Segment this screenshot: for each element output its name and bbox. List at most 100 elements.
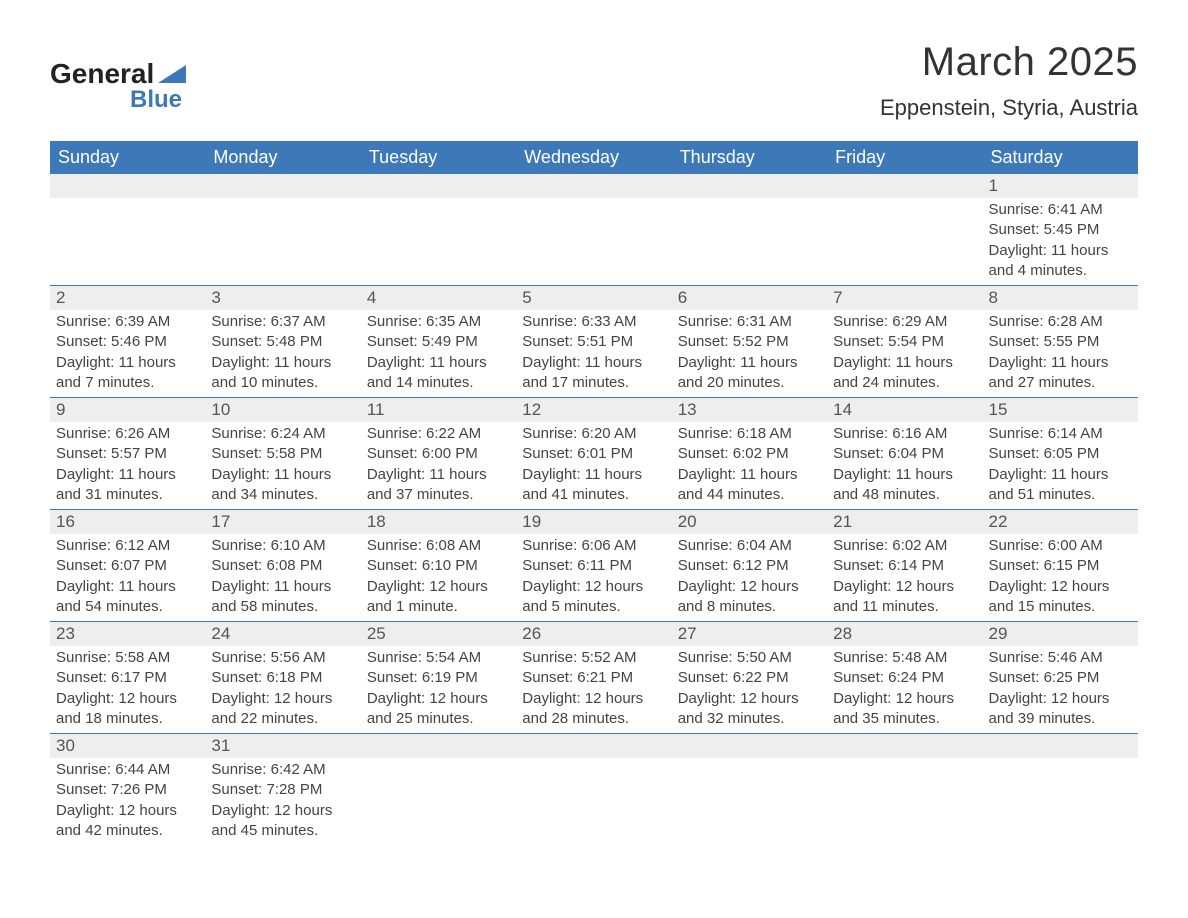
day-number: 9 <box>50 398 205 422</box>
calendar-cell: 22Sunrise: 6:00 AMSunset: 6:15 PMDayligh… <box>983 510 1138 622</box>
daylight-text: Daylight: 11 hours and 51 minutes. <box>989 465 1132 506</box>
calendar-cell: 9Sunrise: 6:26 AMSunset: 5:57 PMDaylight… <box>50 398 205 510</box>
daylight-text: Daylight: 11 hours and 48 minutes. <box>833 465 976 506</box>
calendar-cell <box>516 174 671 286</box>
calendar-week-row: 2Sunrise: 6:39 AMSunset: 5:46 PMDaylight… <box>50 286 1138 398</box>
daylight-text: Daylight: 11 hours and 7 minutes. <box>56 353 199 394</box>
location-subtitle: Eppenstein, Styria, Austria <box>880 95 1138 121</box>
sunrise-text: Sunrise: 6:31 AM <box>678 312 821 332</box>
daylight-text: Daylight: 11 hours and 27 minutes. <box>989 353 1132 394</box>
daylight-text: Daylight: 11 hours and 17 minutes. <box>522 353 665 394</box>
day-details: Sunrise: 6:16 AMSunset: 6:04 PMDaylight:… <box>827 422 982 509</box>
daylight-text: Daylight: 12 hours and 18 minutes. <box>56 689 199 730</box>
sunset-text: Sunset: 6:00 PM <box>367 444 510 464</box>
day-details: Sunrise: 6:37 AMSunset: 5:48 PMDaylight:… <box>205 310 360 397</box>
sunrise-text: Sunrise: 6:37 AM <box>211 312 354 332</box>
day-details: Sunrise: 6:00 AMSunset: 6:15 PMDaylight:… <box>983 534 1138 621</box>
day-details: Sunrise: 6:26 AMSunset: 5:57 PMDaylight:… <box>50 422 205 509</box>
calendar-cell: 10Sunrise: 6:24 AMSunset: 5:58 PMDayligh… <box>205 398 360 510</box>
sunrise-text: Sunrise: 6:35 AM <box>367 312 510 332</box>
day-details: Sunrise: 6:28 AMSunset: 5:55 PMDaylight:… <box>983 310 1138 397</box>
day-number: 17 <box>205 510 360 534</box>
day-number: 4 <box>361 286 516 310</box>
daylight-text: Daylight: 12 hours and 5 minutes. <box>522 577 665 618</box>
calendar-cell <box>983 734 1138 846</box>
sunrise-text: Sunrise: 6:12 AM <box>56 536 199 556</box>
daylight-text: Daylight: 12 hours and 8 minutes. <box>678 577 821 618</box>
calendar-table: Sunday Monday Tuesday Wednesday Thursday… <box>50 141 1138 845</box>
sunrise-text: Sunrise: 6:18 AM <box>678 424 821 444</box>
sunrise-text: Sunrise: 6:22 AM <box>367 424 510 444</box>
day-details: Sunrise: 5:52 AMSunset: 6:21 PMDaylight:… <box>516 646 671 733</box>
logo: General Blue <box>50 60 186 114</box>
empty-day-bar <box>672 734 827 758</box>
sunrise-text: Sunrise: 6:42 AM <box>211 760 354 780</box>
daylight-text: Daylight: 11 hours and 54 minutes. <box>56 577 199 618</box>
sunset-text: Sunset: 6:22 PM <box>678 668 821 688</box>
sunset-text: Sunset: 6:05 PM <box>989 444 1132 464</box>
calendar-cell: 21Sunrise: 6:02 AMSunset: 6:14 PMDayligh… <box>827 510 982 622</box>
empty-day-bar <box>205 174 360 198</box>
day-header: Saturday <box>983 141 1138 174</box>
calendar-week-row: 23Sunrise: 5:58 AMSunset: 6:17 PMDayligh… <box>50 622 1138 734</box>
calendar-cell: 13Sunrise: 6:18 AMSunset: 6:02 PMDayligh… <box>672 398 827 510</box>
day-details: Sunrise: 5:56 AMSunset: 6:18 PMDaylight:… <box>205 646 360 733</box>
logo-text-general: General <box>50 58 154 89</box>
day-number: 25 <box>361 622 516 646</box>
calendar-cell: 19Sunrise: 6:06 AMSunset: 6:11 PMDayligh… <box>516 510 671 622</box>
sunset-text: Sunset: 5:48 PM <box>211 332 354 352</box>
calendar-week-row: 9Sunrise: 6:26 AMSunset: 5:57 PMDaylight… <box>50 398 1138 510</box>
sunset-text: Sunset: 6:24 PM <box>833 668 976 688</box>
empty-day-bar <box>983 734 1138 758</box>
empty-day-bar <box>361 734 516 758</box>
calendar-cell: 6Sunrise: 6:31 AMSunset: 5:52 PMDaylight… <box>672 286 827 398</box>
sunset-text: Sunset: 5:57 PM <box>56 444 199 464</box>
sunset-text: Sunset: 5:45 PM <box>989 220 1132 240</box>
calendar-cell: 17Sunrise: 6:10 AMSunset: 6:08 PMDayligh… <box>205 510 360 622</box>
day-number: 29 <box>983 622 1138 646</box>
calendar-cell: 4Sunrise: 6:35 AMSunset: 5:49 PMDaylight… <box>361 286 516 398</box>
empty-day-bar <box>827 734 982 758</box>
daylight-text: Daylight: 12 hours and 28 minutes. <box>522 689 665 730</box>
daylight-text: Daylight: 11 hours and 14 minutes. <box>367 353 510 394</box>
sunset-text: Sunset: 5:58 PM <box>211 444 354 464</box>
day-details: Sunrise: 6:44 AMSunset: 7:26 PMDaylight:… <box>50 758 205 845</box>
sunset-text: Sunset: 6:10 PM <box>367 556 510 576</box>
day-number: 11 <box>361 398 516 422</box>
calendar-cell: 27Sunrise: 5:50 AMSunset: 6:22 PMDayligh… <box>672 622 827 734</box>
day-details: Sunrise: 5:46 AMSunset: 6:25 PMDaylight:… <box>983 646 1138 733</box>
title-block: March 2025 Eppenstein, Styria, Austria <box>880 40 1138 121</box>
empty-day-bar <box>672 174 827 198</box>
sunset-text: Sunset: 6:07 PM <box>56 556 199 576</box>
sunrise-text: Sunrise: 6:29 AM <box>833 312 976 332</box>
sunrise-text: Sunrise: 5:50 AM <box>678 648 821 668</box>
day-number: 23 <box>50 622 205 646</box>
daylight-text: Daylight: 12 hours and 42 minutes. <box>56 801 199 842</box>
sunrise-text: Sunrise: 6:33 AM <box>522 312 665 332</box>
sunrise-text: Sunrise: 5:58 AM <box>56 648 199 668</box>
sunset-text: Sunset: 6:18 PM <box>211 668 354 688</box>
calendar-cell: 16Sunrise: 6:12 AMSunset: 6:07 PMDayligh… <box>50 510 205 622</box>
calendar-cell: 24Sunrise: 5:56 AMSunset: 6:18 PMDayligh… <box>205 622 360 734</box>
sunset-text: Sunset: 6:01 PM <box>522 444 665 464</box>
day-header: Sunday <box>50 141 205 174</box>
calendar-cell: 12Sunrise: 6:20 AMSunset: 6:01 PMDayligh… <box>516 398 671 510</box>
sunrise-text: Sunrise: 6:04 AM <box>678 536 821 556</box>
day-details: Sunrise: 6:41 AMSunset: 5:45 PMDaylight:… <box>983 198 1138 285</box>
sunset-text: Sunset: 5:46 PM <box>56 332 199 352</box>
sunset-text: Sunset: 6:02 PM <box>678 444 821 464</box>
day-header: Tuesday <box>361 141 516 174</box>
sunrise-text: Sunrise: 6:26 AM <box>56 424 199 444</box>
day-number: 3 <box>205 286 360 310</box>
sunset-text: Sunset: 7:26 PM <box>56 780 199 800</box>
calendar-cell <box>205 174 360 286</box>
day-number: 31 <box>205 734 360 758</box>
day-header: Thursday <box>672 141 827 174</box>
daylight-text: Daylight: 11 hours and 58 minutes. <box>211 577 354 618</box>
day-number: 7 <box>827 286 982 310</box>
sunset-text: Sunset: 5:51 PM <box>522 332 665 352</box>
daylight-text: Daylight: 12 hours and 15 minutes. <box>989 577 1132 618</box>
sunset-text: Sunset: 7:28 PM <box>211 780 354 800</box>
daylight-text: Daylight: 11 hours and 37 minutes. <box>367 465 510 506</box>
daylight-text: Daylight: 12 hours and 1 minute. <box>367 577 510 618</box>
